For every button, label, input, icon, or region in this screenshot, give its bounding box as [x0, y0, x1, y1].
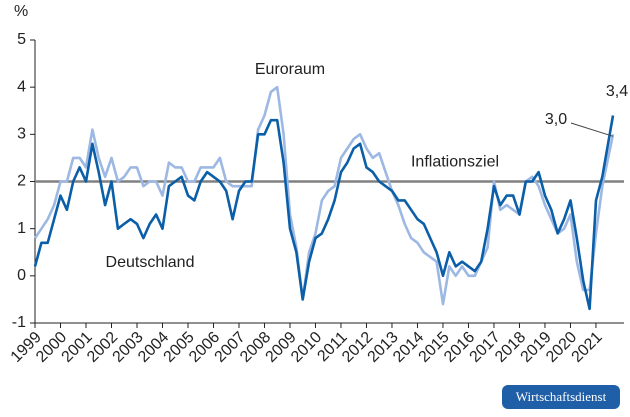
series-line [33, 115, 615, 311]
legend-label: Euroraum [255, 61, 325, 78]
series-line [33, 85, 615, 306]
unit-label: % [14, 3, 28, 20]
target-label: Inflationsziel [411, 154, 499, 171]
data-label: 3,0 [545, 111, 567, 128]
source: Wirtschaftsdienst [516, 389, 607, 404]
y-tick-label: 1 [17, 220, 26, 237]
x-tick-label: 2021 [569, 329, 606, 366]
legend-label: Deutschland [106, 254, 195, 271]
y-tick-label: 5 [17, 31, 26, 48]
y-tick-label: 3 [17, 126, 26, 143]
y-tick-label: 2 [17, 173, 26, 190]
label-leader [570, 122, 614, 137]
y-tick-label: 0 [17, 267, 26, 284]
data-label: 3,4 [606, 83, 628, 100]
source-badge [502, 385, 620, 409]
y-tick-label: -1 [12, 314, 26, 331]
y-tick-label: 4 [17, 78, 26, 95]
